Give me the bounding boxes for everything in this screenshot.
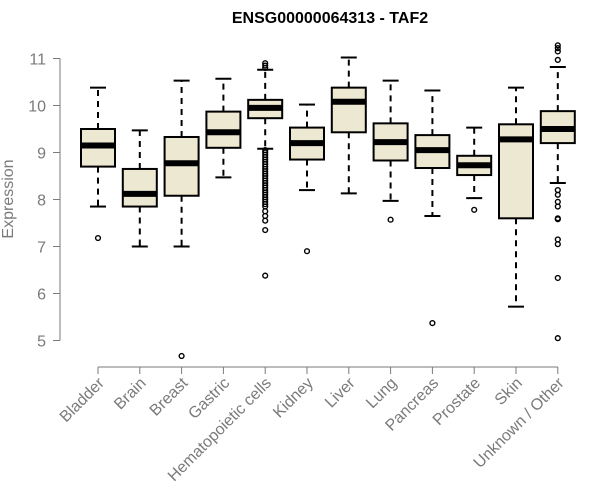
outlier-point bbox=[554, 274, 561, 282]
y-tick-label: 8 bbox=[37, 193, 46, 210]
x-tick-label: Lung bbox=[363, 375, 400, 412]
y-tick-label: 7 bbox=[37, 240, 46, 257]
outlier-point bbox=[554, 56, 561, 64]
box-group bbox=[247, 60, 284, 279]
outlier-point bbox=[262, 60, 269, 67]
x-tick-label: Brain bbox=[111, 375, 149, 413]
box-group bbox=[121, 129, 158, 248]
outlier-point bbox=[262, 62, 269, 69]
outlier-point bbox=[554, 48, 561, 55]
box-group bbox=[414, 89, 451, 327]
outlier-point bbox=[554, 45, 561, 52]
box-group bbox=[289, 103, 325, 255]
y-tick-label: 5 bbox=[37, 334, 46, 351]
box-group bbox=[498, 86, 534, 308]
box-iqr bbox=[121, 167, 158, 208]
box-group bbox=[205, 77, 242, 179]
outlier-point bbox=[262, 217, 269, 224]
box-group bbox=[372, 79, 409, 223]
chart-title: ENSG00000064313 - TAF2 bbox=[232, 10, 428, 27]
x-tick-label: Liver bbox=[322, 374, 359, 411]
boxes-group bbox=[80, 42, 576, 360]
y-axis-label: Expression bbox=[0, 159, 17, 238]
box-iqr bbox=[163, 135, 200, 197]
outlier-point bbox=[262, 201, 269, 208]
x-tick-label: Skin bbox=[492, 375, 526, 409]
outlier-point bbox=[387, 216, 394, 223]
outlier-point bbox=[554, 241, 561, 248]
y-tick-label: 6 bbox=[37, 287, 46, 304]
box-group bbox=[80, 86, 116, 242]
x-tick-label: Breast bbox=[147, 374, 192, 419]
x-tick-label: Kidney bbox=[270, 375, 317, 422]
outlier-point bbox=[554, 42, 561, 49]
outlier-point bbox=[471, 206, 478, 213]
box-group bbox=[539, 42, 576, 342]
outlier-point bbox=[554, 335, 561, 342]
y-tick-label: 10 bbox=[28, 99, 46, 116]
box-iqr bbox=[330, 86, 367, 134]
x-tick-label: Bladder bbox=[57, 374, 108, 425]
y-tick-label: 9 bbox=[37, 146, 46, 163]
outlier-point bbox=[429, 320, 436, 327]
y-axis: 5 6 7 8 9 10 11 bbox=[28, 52, 61, 351]
outlier-point bbox=[554, 203, 561, 210]
box-group bbox=[330, 56, 367, 195]
box-group bbox=[456, 126, 493, 213]
outlier-point bbox=[262, 226, 269, 234]
outlier-point bbox=[554, 216, 561, 223]
outlier-point bbox=[554, 191, 561, 198]
outlier-point bbox=[303, 248, 311, 255]
outlier-point bbox=[262, 272, 269, 279]
box-group bbox=[163, 79, 200, 360]
y-tick-label: 11 bbox=[29, 52, 46, 69]
outlier-point bbox=[94, 234, 102, 242]
outlier-point bbox=[178, 352, 185, 360]
